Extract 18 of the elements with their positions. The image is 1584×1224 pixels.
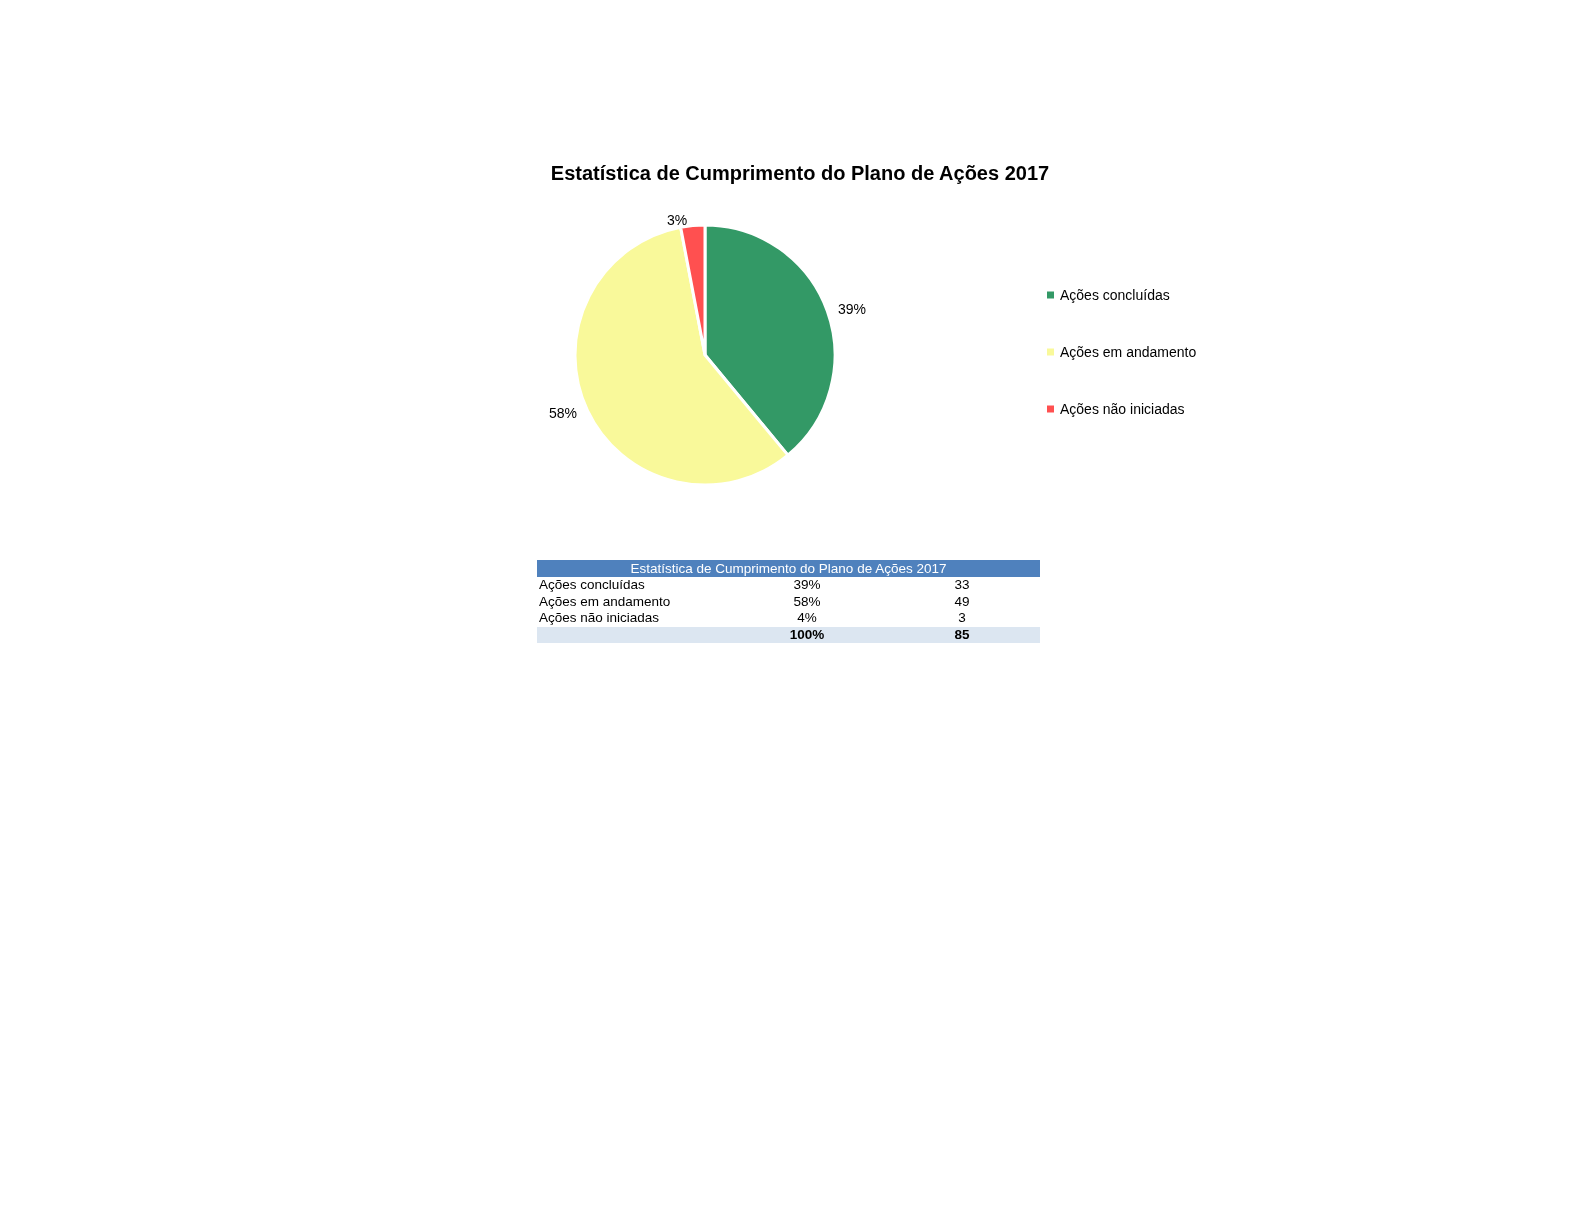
data-label: 58% <box>792 593 822 610</box>
text: 85 <box>954 626 970 642</box>
data-label: 49 <box>953 593 971 610</box>
category-label: Ações não iniciadas <box>539 610 660 627</box>
data-label: 39% <box>837 300 866 317</box>
chart-title: Estatística de Cumprimento do Plano de Ações 2017 <box>550 162 1050 184</box>
data-label: 4% <box>796 610 818 627</box>
data-label: 3 <box>957 610 967 627</box>
category-label: Ações concluídas <box>539 577 645 594</box>
legend-label: Ações em andamento <box>1060 344 1197 360</box>
data-label: 3% <box>666 211 688 228</box>
category-label: Ações em andamento <box>539 593 671 610</box>
data-label: 33 <box>953 577 971 594</box>
text: 100% <box>789 626 825 642</box>
data-label: 58% <box>548 404 577 421</box>
data-label: 39% <box>792 577 822 594</box>
legend-label: Ações não iniciadas <box>1060 401 1185 417</box>
legend-label: Ações concluídas <box>1060 287 1170 303</box>
